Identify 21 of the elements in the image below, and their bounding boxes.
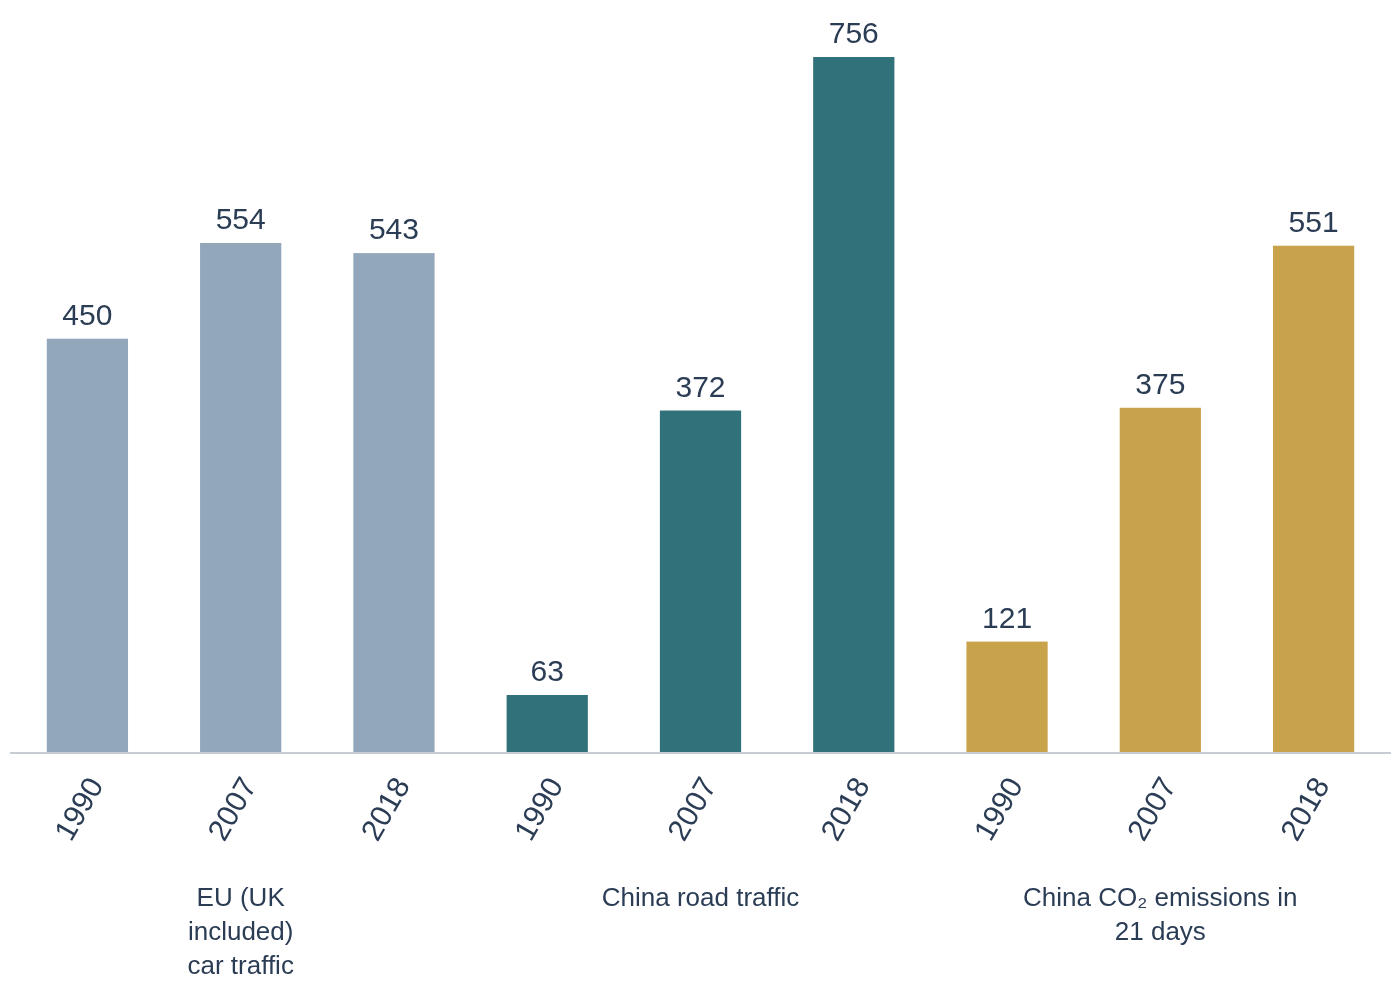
data-label: 543	[368, 212, 419, 246]
data-label: 554	[215, 201, 266, 235]
data-label: 121	[982, 600, 1033, 634]
data-label: 63	[530, 654, 564, 687]
bar	[1119, 407, 1201, 753]
bar	[353, 253, 435, 753]
data-label: 450	[62, 297, 113, 331]
bar	[966, 641, 1048, 753]
bar	[813, 57, 895, 753]
bar	[659, 410, 742, 753]
data-label: 756	[828, 16, 879, 49]
text: EU (UK included) car traffic	[187, 882, 294, 980]
bar	[1272, 245, 1355, 753]
text: China road traffic	[601, 882, 800, 912]
data-label: 551	[1288, 204, 1339, 238]
bar	[46, 338, 129, 753]
bar	[506, 695, 588, 753]
data-label: 372	[675, 369, 726, 403]
text: China CO₂ emissions in 21 days	[1023, 882, 1298, 946]
bar	[200, 242, 282, 753]
data-label: 375	[1135, 366, 1186, 400]
